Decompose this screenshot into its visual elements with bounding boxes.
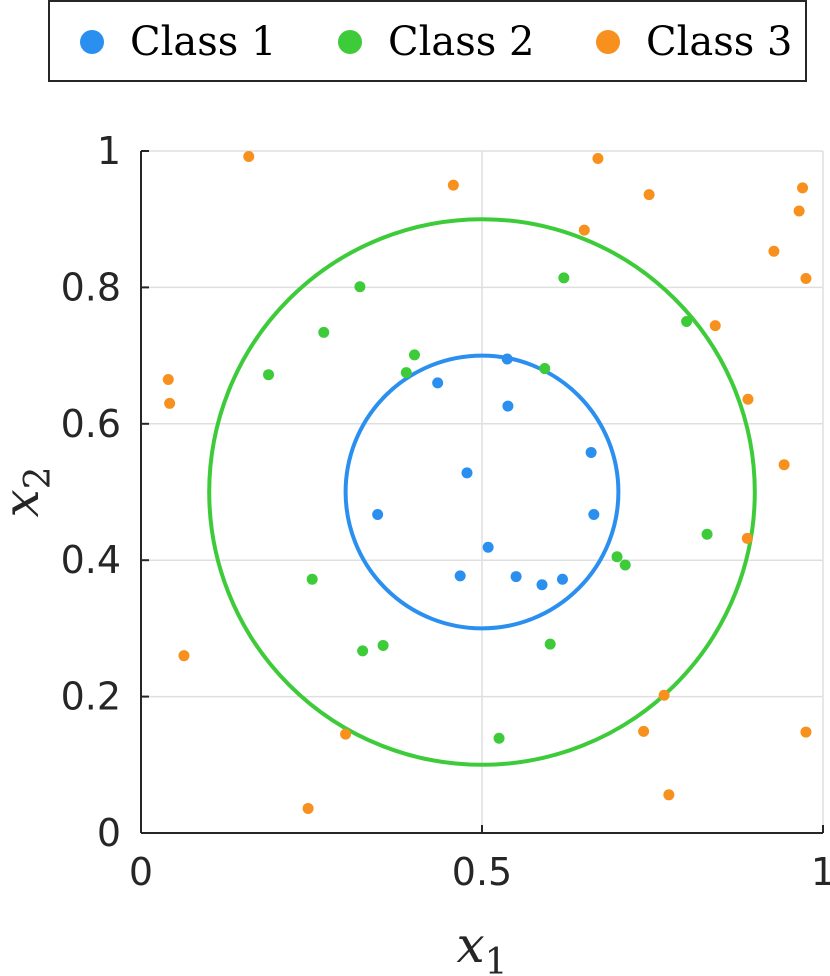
- point-class-3: [178, 650, 190, 662]
- point-class-1: [432, 377, 444, 389]
- point-class-3: [742, 393, 754, 405]
- grid: [140, 150, 824, 834]
- point-class-3: [800, 273, 812, 285]
- point-class-2: [681, 316, 693, 327]
- point-class-2: [354, 281, 366, 293]
- point-class-3: [800, 726, 812, 738]
- decision-circles: [207, 217, 757, 767]
- point-class-3: [162, 373, 174, 385]
- point-class-2: [701, 528, 713, 540]
- point-class-2: [263, 369, 275, 381]
- point-class-3: [578, 224, 590, 236]
- x-axis-label: x1: [456, 916, 507, 976]
- point-class-1: [585, 446, 597, 458]
- point-class-3: [340, 728, 352, 740]
- point-class-3: [658, 689, 670, 701]
- point-class-2: [619, 559, 631, 571]
- axes: [140, 150, 824, 834]
- legend-marker-class-2: [338, 30, 362, 54]
- point-class-1: [501, 353, 513, 365]
- point-class-2: [558, 272, 570, 284]
- legend-box: [48, 0, 807, 82]
- point-class-3: [709, 320, 721, 332]
- y-tick-label: 0.2: [61, 675, 121, 719]
- point-class-3: [741, 532, 753, 544]
- point-class-3: [643, 189, 655, 201]
- point-class-2: [544, 638, 556, 650]
- point-class-2: [357, 645, 369, 657]
- point-class-3: [663, 789, 675, 801]
- point-class-1: [556, 573, 568, 585]
- x-tick-label: 0: [129, 850, 153, 894]
- y-tick-label: 1: [97, 129, 121, 173]
- point-class-2: [539, 363, 551, 375]
- legend-label-class-2: Class 2: [388, 19, 534, 65]
- axis-labels: x1 x2: [0, 466, 508, 976]
- point-class-2: [377, 639, 389, 651]
- legend-label-class-1: Class 1: [130, 19, 276, 65]
- point-class-3: [797, 182, 809, 194]
- point-class-1: [510, 571, 522, 583]
- point-class-1: [454, 570, 466, 582]
- point-class-3: [447, 179, 459, 191]
- legend-marker-class-3: [596, 30, 620, 54]
- y-tick-label: 0: [97, 811, 121, 855]
- point-class-3: [302, 802, 314, 814]
- point-class-2: [306, 573, 318, 585]
- point-class-1: [461, 467, 473, 479]
- point-class-3: [243, 150, 255, 162]
- point-class-2: [318, 326, 330, 338]
- point-class-1: [372, 509, 384, 521]
- boundary-circle-2: [207, 217, 757, 767]
- point-class-2: [400, 367, 412, 379]
- point-class-1: [536, 579, 548, 591]
- point-class-1: [588, 509, 600, 521]
- legend: Class 1 Class 2 Class 3: [48, 0, 807, 82]
- point-class-3: [768, 245, 780, 257]
- y-tick-label: 0.6: [61, 402, 121, 446]
- data-points: [162, 150, 812, 814]
- x-tick-label: 1: [811, 850, 830, 894]
- point-class-1: [482, 541, 494, 553]
- point-class-2: [408, 349, 420, 361]
- y-axis-label: x2: [0, 466, 59, 517]
- legend-label-class-3: Class 3: [646, 19, 792, 65]
- point-class-3: [793, 205, 805, 217]
- point-class-3: [164, 397, 176, 409]
- point-class-3: [638, 725, 650, 737]
- point-class-1: [502, 400, 514, 412]
- y-tick-label: 0.4: [61, 538, 121, 582]
- point-class-3: [592, 153, 604, 165]
- boundary-circle-1: [343, 353, 621, 631]
- y-tick-label: 0.8: [61, 265, 121, 309]
- tick-labels: 0 0.5 1 0 0.2 0.4 0.6 0.8 1: [61, 129, 830, 894]
- x-tick-label: 0.5: [452, 850, 512, 894]
- point-class-2: [611, 551, 623, 563]
- point-class-2: [493, 732, 505, 744]
- point-class-3: [778, 459, 790, 471]
- legend-marker-class-1: [80, 30, 104, 54]
